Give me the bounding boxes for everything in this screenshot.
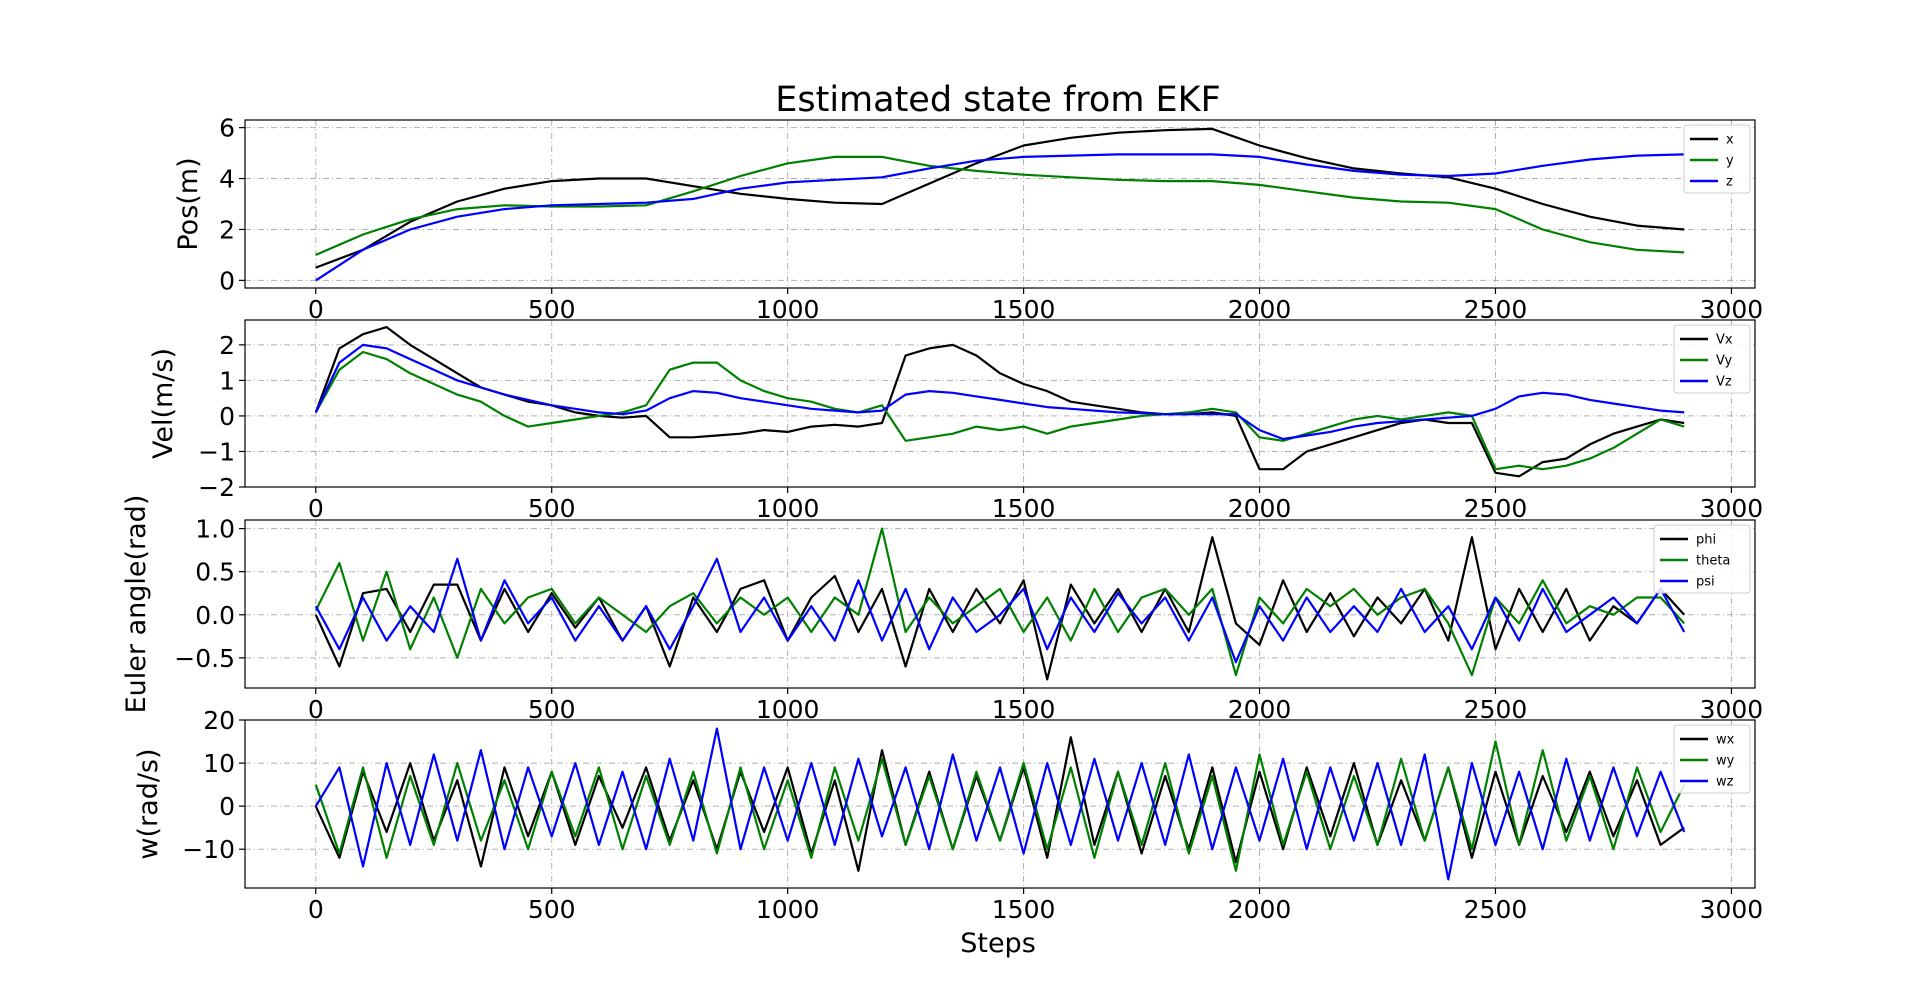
angular-rate-subplot: 0 500 1000 1500 2000 2500 3000 −10 0 10 20 w(rad/s)… (133, 706, 1763, 924)
x-axis-label: Steps (960, 928, 1036, 959)
series-line-vz (314, 343, 1685, 441)
position-subplot: 0 500 1000 1500 2000 2500 3000 0 2 4 6 Pos(m) xyz (173, 114, 1763, 324)
x-tick-label: 1500 (992, 695, 1056, 724)
x-tick-label: 2500 (1464, 695, 1528, 724)
axes-frame (244, 519, 1756, 689)
legend-frame (1653, 524, 1751, 594)
series-line-vy (314, 350, 1685, 471)
y-tick-label: −10 (182, 835, 235, 864)
axes-frame (244, 319, 1756, 488)
x-tick-label: 2500 (1464, 494, 1528, 523)
x-tick-label: 1500 (992, 895, 1056, 924)
x-tick-label: 2000 (1228, 895, 1292, 924)
x-tick-label: 1500 (992, 295, 1056, 324)
y-tick-label: −2 (198, 473, 235, 502)
y-axis-label: Pos(m) (173, 157, 204, 250)
x-tick-label: 0 (308, 695, 324, 724)
y-tick-label: 20 (203, 706, 235, 735)
x-tick-label: 2500 (1464, 295, 1528, 324)
legend-label-y: y (1726, 154, 1734, 169)
legend-label-wx: wx (1716, 733, 1735, 748)
velocity-subplot: 0 500 1000 1500 2000 2500 3000 −2 −1 0 1 2 Vel(m/s) V… (148, 319, 1764, 523)
x-tick-label: 3000 (1700, 295, 1764, 324)
x-tick-label: 1000 (756, 695, 820, 724)
x-tick-label: 1000 (756, 494, 820, 523)
x-tick-label: 2000 (1228, 494, 1292, 523)
y-axis-label: Vel(m/s) (148, 348, 179, 459)
legend-frame (1673, 324, 1751, 394)
series-line-theta (314, 527, 1686, 677)
x-tick-label: 1000 (756, 895, 820, 924)
legend: xyz (1683, 124, 1751, 194)
x-tick-label: 2000 (1228, 695, 1292, 724)
legend: phi theta psi (1653, 524, 1751, 594)
x-tick-label: 0 (308, 494, 324, 523)
y-tick-label: 10 (203, 749, 235, 778)
legend-label-theta: theta (1696, 554, 1730, 569)
x-tick-label: 3000 (1700, 494, 1764, 523)
y-tick-label: 0 (219, 266, 235, 295)
legend-frame (1673, 724, 1751, 794)
y-tick-label: −0.5 (174, 644, 235, 673)
figure-title: Estimated state from EKF (775, 80, 1221, 120)
y-tick-label: 4 (219, 165, 235, 194)
legend-label-psi: psi (1696, 575, 1715, 590)
x-tick-label: 1000 (756, 295, 820, 324)
legend: wx wy wz (1673, 724, 1751, 794)
series-line-wx (314, 736, 1685, 872)
series-line-z (315, 153, 1685, 282)
x-tick-label: 3000 (1700, 695, 1764, 724)
legend-label-x: x (1726, 133, 1734, 148)
y-tick-label: 0 (219, 792, 235, 821)
x-tick-label: 1500 (992, 494, 1056, 523)
series-line-psi (314, 557, 1686, 664)
x-tick-label: 500 (528, 295, 576, 324)
euler-angle-subplot: 0 500 1000 1500 2000 2500 3000 −0.5 0.0 0.5 1.0 Eul… (121, 495, 1763, 724)
legend-label-vx: Vx (1716, 333, 1733, 348)
legend-label-wz: wz (1716, 775, 1734, 790)
series-line-y (315, 155, 1685, 256)
x-tick-label: 2000 (1228, 295, 1292, 324)
y-axis-label: Euler angle(rad) (121, 495, 152, 714)
legend-label-vz: Vz (1716, 375, 1732, 390)
y-tick-label: 0.0 (195, 601, 235, 630)
legend-label-phi: phi (1696, 533, 1716, 548)
y-tick-label: 6 (219, 114, 235, 143)
x-tick-label: 0 (308, 295, 324, 324)
y-tick-label: 1 (219, 366, 235, 395)
y-tick-label: 2 (219, 331, 235, 360)
axes-frame (244, 119, 1756, 289)
series-line-wz (314, 727, 1686, 881)
legend-label-wy: wy (1716, 754, 1735, 769)
y-tick-label: −1 (198, 437, 235, 466)
y-tick-label: 1.0 (195, 515, 235, 544)
x-tick-label: 2500 (1464, 895, 1528, 924)
series-line-vx (314, 326, 1685, 478)
x-tick-label: 500 (528, 494, 576, 523)
y-axis-label: w(rad/s) (133, 748, 164, 859)
series-line-wy (314, 740, 1686, 872)
x-tick-label: 3000 (1700, 895, 1764, 924)
legend-label-vy: Vy (1716, 354, 1733, 369)
x-tick-label: 0 (308, 895, 324, 924)
y-tick-label: 0 (219, 402, 235, 431)
legend-label-z: z (1726, 175, 1733, 190)
legend: Vx Vy Vz (1673, 324, 1751, 394)
x-tick-label: 500 (528, 895, 576, 924)
x-tick-label: 500 (528, 695, 576, 724)
series-line-x (315, 127, 1685, 269)
y-tick-label: 0.5 (195, 558, 235, 587)
axes-frame (244, 719, 1756, 889)
y-tick-label: 2 (219, 215, 235, 244)
